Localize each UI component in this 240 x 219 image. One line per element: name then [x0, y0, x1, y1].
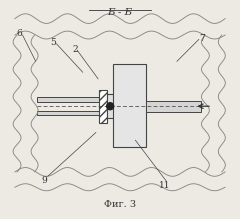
Text: 9: 9 — [42, 176, 47, 185]
Bar — [99, 90, 107, 123]
Bar — [107, 94, 114, 118]
Bar — [37, 97, 101, 102]
Text: 2: 2 — [72, 45, 78, 54]
Circle shape — [107, 103, 114, 110]
Text: 11: 11 — [159, 180, 171, 190]
Text: 6: 6 — [16, 29, 22, 39]
Text: Б - Б: Б - Б — [107, 8, 133, 17]
Bar — [114, 64, 146, 147]
Text: 7: 7 — [199, 34, 205, 43]
Text: 5: 5 — [50, 38, 56, 47]
Text: Фиг. 3: Фиг. 3 — [104, 200, 136, 209]
Bar — [37, 111, 101, 115]
Bar — [146, 101, 201, 112]
